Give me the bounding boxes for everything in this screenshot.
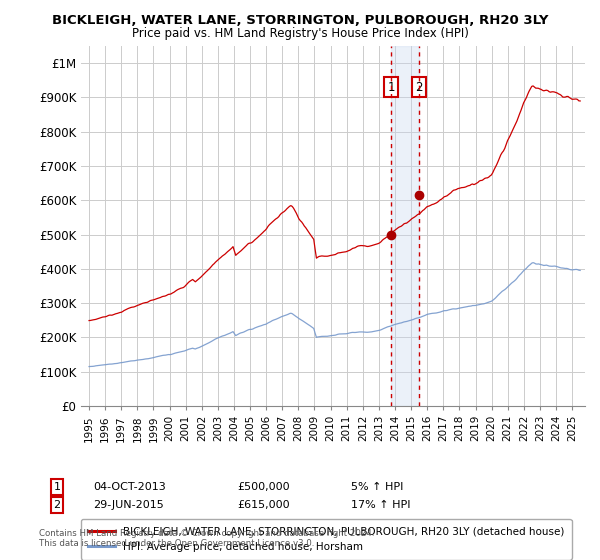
Text: 1: 1 xyxy=(53,482,61,492)
Bar xyxy=(391,46,419,406)
Legend: BICKLEIGH, WATER LANE, STORRINGTON, PULBOROUGH, RH20 3LY (detached house), HPI: : BICKLEIGH, WATER LANE, STORRINGTON, PULB… xyxy=(81,519,572,559)
Text: 2: 2 xyxy=(53,500,61,510)
Text: £615,000: £615,000 xyxy=(237,500,290,510)
Text: Price paid vs. HM Land Registry's House Price Index (HPI): Price paid vs. HM Land Registry's House … xyxy=(131,27,469,40)
Text: 2: 2 xyxy=(415,81,423,94)
Text: 04-OCT-2013: 04-OCT-2013 xyxy=(93,482,166,492)
Text: £500,000: £500,000 xyxy=(237,482,290,492)
Text: BICKLEIGH, WATER LANE, STORRINGTON, PULBOROUGH, RH20 3LY: BICKLEIGH, WATER LANE, STORRINGTON, PULB… xyxy=(52,14,548,27)
Text: 17% ↑ HPI: 17% ↑ HPI xyxy=(351,500,410,510)
Text: 29-JUN-2015: 29-JUN-2015 xyxy=(93,500,164,510)
Text: 5% ↑ HPI: 5% ↑ HPI xyxy=(351,482,403,492)
Text: This data is licensed under the Open Government Licence v3.0.: This data is licensed under the Open Gov… xyxy=(39,539,314,548)
Text: 1: 1 xyxy=(387,81,395,94)
Text: Contains HM Land Registry data © Crown copyright and database right 2024.: Contains HM Land Registry data © Crown c… xyxy=(39,529,374,538)
